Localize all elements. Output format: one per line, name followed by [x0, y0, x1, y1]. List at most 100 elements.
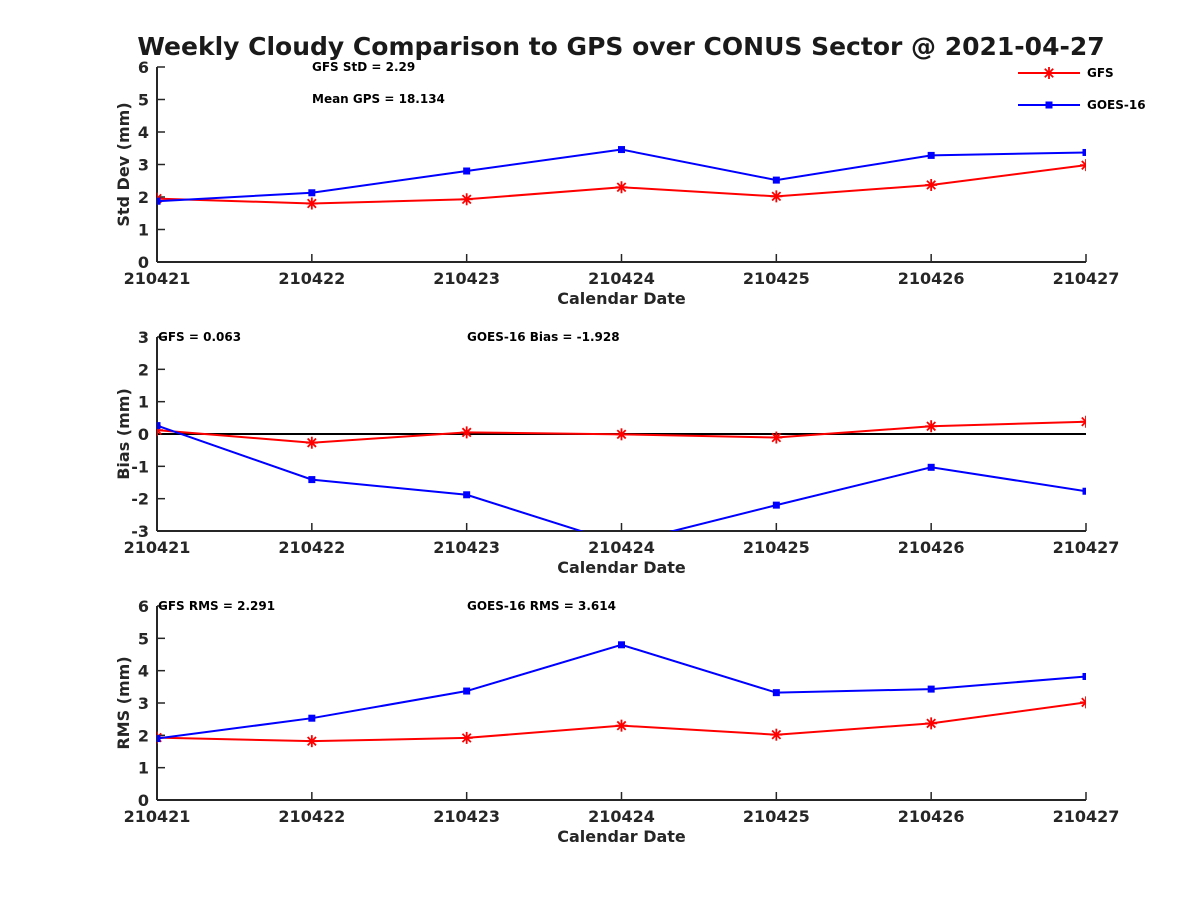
x-tick-label: 210425 — [743, 807, 810, 826]
x-tick-label: 210427 — [1053, 807, 1120, 826]
y-tick-label: 0 — [138, 253, 149, 272]
data-point-goes-16 — [927, 151, 935, 159]
y-tick-label: 6 — [138, 58, 149, 77]
y-tick-label: -3 — [131, 522, 149, 541]
data-point-goes-16 — [1082, 148, 1086, 156]
chart-panel-1: 0 1 2 3 4 5 6 210421 210422 210423 210424 210425 210… — [114, 58, 1119, 308]
data-point-goes-16 — [772, 689, 780, 697]
y-axis-label: Std Dev (mm) — [114, 102, 133, 226]
data-point-goes-16 — [1082, 672, 1086, 680]
y-tick-label: -2 — [131, 490, 149, 509]
data-point-goes-16 — [1082, 487, 1086, 495]
y-axis-label: RMS (mm) — [114, 656, 133, 749]
series-line-goes-16 — [157, 148, 1086, 203]
stat-annotation: GFS = 0.063 — [158, 330, 241, 344]
y-tick-label: 2 — [138, 188, 149, 207]
legend-marker — [1043, 67, 1055, 79]
legend-item-gfs: GFS — [1018, 66, 1114, 80]
data-point-gfs — [770, 728, 783, 741]
x-axis-label: Calendar Date — [557, 827, 686, 846]
data-point-gfs — [925, 178, 938, 191]
x-tick-label: 210424 — [588, 269, 655, 288]
y-tick-label: 0 — [138, 791, 149, 810]
x-tick-label: 210426 — [898, 269, 965, 288]
legend-label: GOES-16 — [1087, 98, 1146, 112]
legend: GFS GOES-16 — [1018, 66, 1146, 112]
stat-annotation: GOES-16 RMS = 3.614 — [467, 599, 616, 613]
data-point-gfs — [615, 181, 628, 194]
y-tick-label: 0 — [138, 425, 149, 444]
x-tick-label: 210423 — [433, 269, 500, 288]
y-tick-label: -1 — [131, 457, 149, 476]
data-point-gfs — [305, 197, 318, 210]
x-tick-label: 210426 — [898, 807, 965, 826]
x-tick-label: 210424 — [588, 807, 655, 826]
x-tick-label: 210423 — [433, 538, 500, 557]
data-point-gfs — [305, 436, 318, 449]
legend-label: GFS — [1087, 66, 1114, 80]
data-point-goes-16 — [618, 146, 625, 154]
data-point-goes-16 — [772, 176, 780, 184]
x-tick-label: 210421 — [124, 269, 191, 288]
x-tick-label: 210422 — [278, 538, 345, 557]
data-point-gfs — [460, 193, 473, 206]
y-tick-label: 1 — [138, 759, 149, 778]
y-tick-label: 1 — [138, 393, 149, 412]
x-axis-label: Calendar Date — [557, 289, 686, 308]
stat-annotation: GOES-16 Bias = -1.928 — [467, 330, 620, 344]
data-point-goes-16 — [157, 735, 161, 743]
data-point-goes-16 — [308, 476, 316, 484]
x-tick-label: 210427 — [1053, 269, 1120, 288]
data-point-goes-16 — [927, 463, 935, 471]
stat-annotation: GFS RMS = 2.291 — [158, 599, 275, 613]
data-point-gfs — [460, 426, 473, 439]
x-tick-label: 210421 — [124, 807, 191, 826]
legend-marker — [1045, 101, 1053, 109]
x-tick-label: 210423 — [433, 807, 500, 826]
y-tick-label: 2 — [138, 726, 149, 745]
data-point-goes-16 — [157, 197, 161, 205]
y-tick-label: 1 — [138, 221, 149, 240]
x-tick-label: 210427 — [1053, 538, 1120, 557]
data-point-gfs — [1080, 159, 1086, 172]
data-point-goes-16 — [463, 491, 471, 499]
data-point-goes-16 — [308, 714, 316, 722]
y-tick-label: 4 — [138, 662, 149, 681]
x-tick-label: 210425 — [743, 269, 810, 288]
x-tick-label: 210426 — [898, 538, 965, 557]
data-point-gfs — [925, 717, 938, 730]
x-tick-label: 210422 — [278, 807, 345, 826]
data-point-goes-16 — [463, 687, 471, 695]
data-point-goes-16 — [618, 641, 625, 649]
y-axis-label: Bias (mm) — [114, 388, 133, 480]
legend-item-goes-16: GOES-16 — [1018, 98, 1146, 112]
chart-panel-3: 0 1 2 3 4 5 6 210421 210422 210423 210424 210425 210… — [114, 597, 1119, 846]
data-point-gfs — [615, 428, 628, 441]
data-point-goes-16 — [927, 685, 935, 693]
data-point-gfs — [1080, 415, 1086, 428]
stat-annotation: Mean GPS = 18.134 — [312, 92, 445, 106]
data-point-goes-16 — [157, 422, 161, 430]
chart-title: Weekly Cloudy Comparison to GPS over CON… — [137, 32, 1104, 61]
x-axis-label: Calendar Date — [557, 558, 686, 577]
data-point-goes-16 — [772, 501, 780, 509]
data-point-gfs — [1080, 696, 1086, 709]
x-tick-label: 210424 — [588, 538, 655, 557]
chart-panel-2: -3 -2 -1 0 1 2 3 210421 210422 210423 210424 210425… — [114, 328, 1119, 577]
data-point-gfs — [615, 719, 628, 732]
y-tick-label: 3 — [138, 156, 149, 175]
data-point-gfs — [305, 735, 318, 748]
y-tick-label: 5 — [138, 91, 149, 110]
y-tick-label: 6 — [138, 597, 149, 616]
data-point-gfs — [770, 190, 783, 203]
y-tick-label: 2 — [138, 360, 149, 379]
data-point-goes-16 — [308, 189, 316, 197]
x-tick-label: 210421 — [124, 538, 191, 557]
x-tick-label: 210425 — [743, 538, 810, 557]
data-point-gfs — [460, 731, 473, 744]
data-point-gfs — [925, 420, 938, 433]
y-tick-label: 3 — [138, 328, 149, 347]
data-point-gfs — [770, 431, 783, 444]
y-tick-label: 5 — [138, 629, 149, 648]
